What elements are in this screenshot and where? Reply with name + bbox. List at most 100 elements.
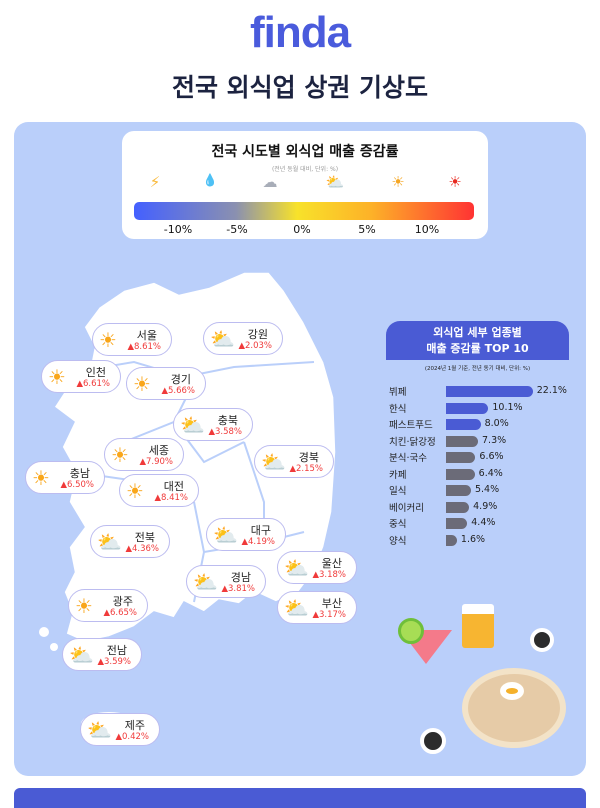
bar-row: 뷔페 22.1% <box>386 384 586 399</box>
tick-label: 0% <box>293 223 311 236</box>
region-name: 충북 <box>217 414 238 427</box>
bar <box>446 534 457 546</box>
region-badge: ☀ 충남 ▲6.50% <box>25 461 105 494</box>
region-name: 서울 <box>136 329 157 342</box>
region-value: ▲3.81% <box>221 584 255 594</box>
kimbap-icon <box>420 728 446 754</box>
region-badge: ☀ 세종 ▲7.90% <box>104 438 184 471</box>
region-name: 경북 <box>298 451 319 464</box>
bar-row: 카페 6.4% <box>386 467 586 482</box>
legend-title: 전국 시도별 외식업 매출 증감률 <box>211 144 399 160</box>
finda-logo: finda <box>249 8 351 57</box>
data-label: 6.6% <box>479 451 504 462</box>
region-name: 인천 <box>85 366 106 379</box>
top10-chart: 외식업 세부 업종별 매출 증감률 TOP 10 (2024년 1월 기준, 전… <box>386 321 569 547</box>
bar <box>446 518 468 529</box>
data-label: 1.6% <box>460 533 486 545</box>
region-badge: ⛅ 전북 ▲4.36% <box>90 525 170 558</box>
region-value: ▲8.61% <box>127 342 161 352</box>
region-badge: ⛅ 경북 ▲2.15% <box>254 445 334 478</box>
region-value: ▲4.36% <box>125 544 159 554</box>
bar-row: 베이커리 4.9% <box>386 500 586 515</box>
region-badge: ☀ 인천 ▲6.61% <box>41 360 121 393</box>
data-label: 4.9% <box>473 500 498 512</box>
sun-cloud-icon: ⛅ <box>97 530 122 554</box>
sun-icon: ☀ <box>32 466 50 490</box>
category-label: 치킨·닭강정 <box>389 436 436 448</box>
kimbap-icon <box>530 628 554 652</box>
region-value: ▲3.58% <box>208 427 242 437</box>
bar-row: 분식·국수 6.6% <box>386 450 586 465</box>
data-label: 10.1% <box>492 401 523 413</box>
region-name: 부산 <box>321 597 342 610</box>
bar <box>446 452 476 463</box>
chart-title-line2: 매출 증감률 TOP 10 <box>426 342 529 355</box>
category-label: 카페 <box>389 469 407 481</box>
region-name: 대구 <box>250 524 271 537</box>
region-value: ▲5.66% <box>161 386 195 396</box>
sun-cloud-icon: ⛅ <box>87 718 112 742</box>
bar-row: 패스트푸드 8.0% <box>386 417 586 432</box>
bar <box>446 402 489 414</box>
page-title: 전국 외식업 상권 기상도 <box>171 73 429 102</box>
category-label: 분식·국수 <box>389 453 427 464</box>
sun-icon: ☀ <box>133 372 151 396</box>
lightning-icon: ⚡ <box>149 173 161 191</box>
bar <box>446 435 478 447</box>
region-badge: ☀ 경기 ▲5.66% <box>126 367 206 400</box>
sun-cloud-icon: ⛅ <box>180 413 205 437</box>
legend-card: 전국 시도별 외식업 매출 증감률 (전년 동월 대비, 단위: %) ⚡ 💧 … <box>122 131 488 239</box>
region-badge: ⛅ 충북 ▲3.58% <box>173 408 253 441</box>
region-name: 광주 <box>112 595 133 608</box>
data-label: 7.3% <box>482 434 507 446</box>
bar <box>446 485 471 496</box>
bar-row: 일식 5.4% <box>386 483 586 498</box>
region-value: ▲3.59% <box>97 657 131 667</box>
tick-label: 5% <box>358 223 376 236</box>
bar-row: 중식 4.4% <box>386 516 586 531</box>
cloud-icon: ☁ <box>262 173 278 191</box>
region-badge: ⛅ 제주 ▲0.42% <box>80 713 160 746</box>
sun-cloud-icon: ⛅ <box>213 523 238 547</box>
bibimbap-bowl-icon <box>462 668 566 748</box>
bar-row: 한식 10.1% <box>386 401 586 416</box>
region-value: ▲6.65% <box>103 608 137 618</box>
region-badge: ☀ 대전 ▲8.41% <box>119 474 199 507</box>
bar <box>446 501 470 513</box>
region-value: ▲6.61% <box>76 379 110 389</box>
sun-icon: ☀ <box>391 173 405 191</box>
sun-icon: ☀ <box>75 594 93 618</box>
region-value: ▲2.03% <box>238 341 272 351</box>
bar-row: 양식 1.6% <box>386 533 586 548</box>
hot-sun-icon: ☀ <box>448 173 462 191</box>
region-value: ▲3.18% <box>312 570 346 580</box>
tick-label: -5% <box>226 223 248 236</box>
sun-cloud-icon: ⛅ <box>284 556 309 580</box>
sun-cloud-icon: ⛅ <box>210 327 235 351</box>
region-name: 전남 <box>106 644 127 657</box>
bar <box>446 419 481 430</box>
lime-icon <box>398 618 424 644</box>
sun-icon: ☀ <box>126 479 144 503</box>
beer-icon <box>462 604 494 648</box>
category-label: 한식 <box>389 403 407 415</box>
region-name: 세종 <box>148 444 169 457</box>
category-label: 중식 <box>389 519 407 530</box>
sun-cloud-icon: ⛅ <box>193 570 218 594</box>
region-name: 대전 <box>163 480 184 493</box>
region-name: 경남 <box>230 571 251 584</box>
region-name: 경기 <box>170 373 191 386</box>
region-badge: ⛅ 대구 ▲4.19% <box>206 518 286 551</box>
data-label: 6.4% <box>478 467 503 479</box>
data-label: 4.4% <box>471 517 496 528</box>
tick-label: -10% <box>163 223 193 236</box>
food-illustration <box>390 590 570 760</box>
region-value: ▲4.19% <box>241 537 275 547</box>
sun-cloud-icon: ⛅ <box>261 450 286 474</box>
sun-icon: ☀ <box>99 328 117 352</box>
region-name: 충남 <box>69 467 90 480</box>
sun-icon: ☀ <box>111 443 129 467</box>
data-label: 5.4% <box>474 484 500 495</box>
data-label: 8.0% <box>484 418 509 429</box>
category-label: 패스트푸드 <box>389 420 433 431</box>
